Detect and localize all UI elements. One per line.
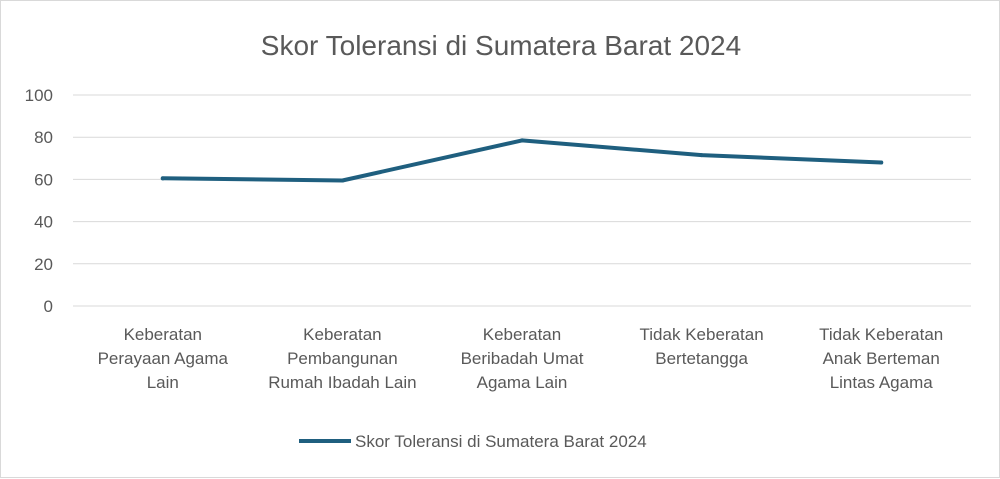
chart-title: Skor Toleransi di Sumatera Barat 2024	[261, 30, 741, 61]
x-category-label: Keberatan Beribadah Umat Agama Lain	[461, 325, 584, 392]
x-category-line: Lain	[147, 373, 179, 392]
x-category-line: Keberatan	[124, 325, 202, 344]
x-axis-categories: Keberatan Perayaan Agama Lain Keberatan Pemb…	[98, 325, 944, 392]
y-tick-label: 20	[34, 255, 53, 274]
y-axis-ticks: 0 20 40 60 80 100	[25, 86, 53, 316]
x-category-line: Anak Berteman	[823, 349, 940, 368]
y-tick-label: 0	[44, 297, 53, 316]
x-category-line: Perayaan Agama	[98, 349, 229, 368]
legend: Skor Toleransi di Sumatera Barat 2024	[299, 432, 647, 451]
data-point	[699, 153, 704, 158]
data-point	[340, 178, 345, 183]
x-category-line: Lintas Agama	[830, 373, 934, 392]
x-category-label: Keberatan Pembangunan Rumah Ibadah Lain	[268, 325, 416, 392]
y-tick-label: 80	[34, 128, 53, 147]
series-line	[160, 138, 884, 183]
x-category-line: Tidak Keberatan	[819, 325, 943, 344]
x-category-label: Tidak Keberatan Bertetangga	[640, 325, 764, 368]
x-category-line: Bertetangga	[655, 349, 748, 368]
x-category-line: Keberatan	[483, 325, 561, 344]
y-tick-label: 100	[25, 86, 53, 105]
data-point	[160, 176, 165, 181]
data-point	[520, 138, 524, 143]
y-tick-label: 60	[34, 170, 53, 189]
data-point	[879, 160, 884, 165]
x-category-line: Rumah Ibadah Lain	[268, 373, 416, 392]
x-category-label: Tidak Keberatan Anak Berteman Lintas Agama	[819, 325, 943, 392]
legend-label: Skor Toleransi di Sumatera Barat 2024	[355, 432, 647, 451]
series-layer	[160, 138, 884, 183]
gridlines	[73, 94, 971, 307]
x-category-line: Beribadah Umat	[461, 349, 584, 368]
x-category-line: Keberatan	[303, 325, 381, 344]
x-category-line: Pembangunan	[287, 349, 398, 368]
x-category-line: Agama Lain	[477, 373, 568, 392]
x-category-label: Keberatan Perayaan Agama Lain	[98, 325, 229, 392]
y-tick-label: 40	[34, 213, 53, 232]
x-category-line: Tidak Keberatan	[640, 325, 764, 344]
